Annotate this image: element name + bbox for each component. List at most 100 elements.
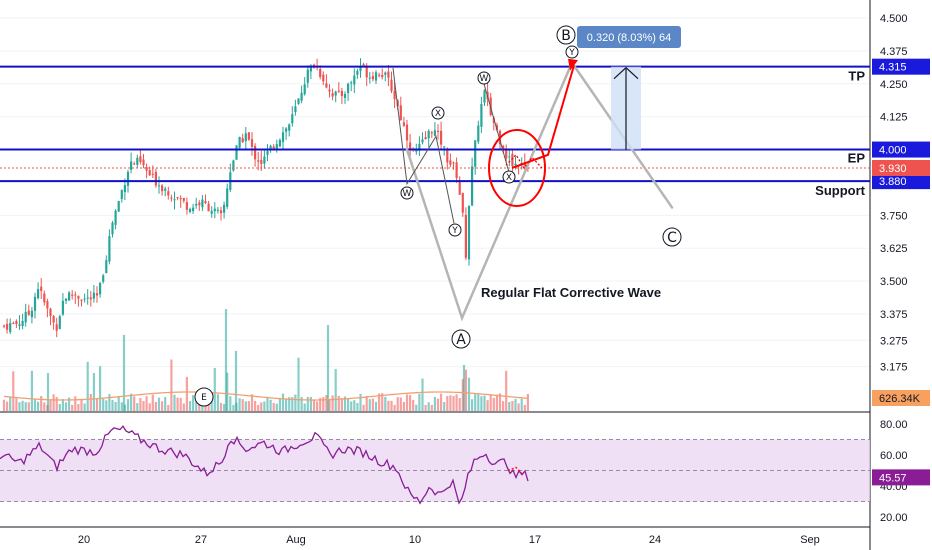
volume-bar <box>365 395 368 411</box>
candle-body <box>449 160 452 165</box>
volume-bar <box>278 397 281 411</box>
candle-body <box>204 201 207 204</box>
wave-label-a-circle <box>451 329 471 349</box>
wave-label-w1-circle <box>400 186 414 200</box>
wave-label-y2: Y <box>568 48 575 58</box>
volume-bar <box>114 401 117 411</box>
volume-bar <box>18 402 21 411</box>
wave-label-y1-circle <box>448 223 462 237</box>
candle-body <box>58 316 61 329</box>
volume-bar <box>505 370 508 411</box>
volume-bar <box>474 394 477 411</box>
candle-body <box>21 320 24 327</box>
volume-bar <box>464 369 467 411</box>
volume-bar <box>86 361 89 411</box>
volume-bar <box>148 403 151 411</box>
candle-body <box>102 275 105 282</box>
time-tick-label: 27 <box>195 534 207 546</box>
volume-bar <box>224 309 228 411</box>
candle-body <box>201 199 204 208</box>
candle-body <box>219 210 223 214</box>
candle-body <box>37 289 40 299</box>
volume-bar <box>201 402 204 411</box>
candle-body <box>511 153 514 167</box>
candle-body <box>130 161 133 170</box>
candle-body <box>303 84 306 95</box>
candle-body <box>235 145 238 160</box>
volume-bar <box>405 394 409 411</box>
volume-bar <box>241 399 244 411</box>
volume-bar <box>195 396 198 411</box>
candle-body <box>126 171 130 186</box>
level-label-support: Support <box>815 183 865 198</box>
volume-bar <box>334 368 337 411</box>
volume-bar <box>111 399 114 411</box>
rsi-tick-label: 60.00 <box>880 450 908 462</box>
volume-bar <box>71 404 74 411</box>
volume-bar <box>526 393 529 411</box>
rsi-forecast-dots <box>507 466 523 475</box>
candle-body <box>378 74 381 76</box>
measure-arrow-head <box>613 66 639 80</box>
candle-body <box>213 208 216 212</box>
volume-bar <box>52 394 55 411</box>
volume-bar <box>266 397 269 411</box>
candle-body <box>176 197 179 199</box>
volume-bar <box>250 394 254 411</box>
wave-label-x2: X <box>506 173 512 183</box>
time-tick-label: 10 <box>409 534 421 546</box>
volume-bar <box>362 404 365 411</box>
rsi-band <box>0 439 870 502</box>
candle-body <box>405 124 409 141</box>
volume-bar <box>486 400 489 411</box>
price-tag-support: 3.880 <box>879 176 907 188</box>
volume-bar <box>173 394 176 411</box>
price-tick-label: 3.625 <box>880 243 908 255</box>
volume-bar <box>316 401 319 411</box>
volume-bar <box>55 397 58 411</box>
volume-bar <box>238 398 241 411</box>
axes: 4.500 4.375 4.250 4.125 3.750 3.625 3.500 3.375… <box>78 13 930 546</box>
candle-body <box>325 83 328 88</box>
candle-body <box>77 296 80 299</box>
volume-bar <box>326 325 330 411</box>
volume-bar <box>133 396 136 411</box>
candle-body <box>30 310 33 318</box>
volume-bar <box>498 393 502 411</box>
volume-bar <box>269 399 272 411</box>
price-tag-last-bg <box>872 159 930 176</box>
candle-body <box>306 69 309 83</box>
volume-bar <box>462 365 466 411</box>
candle-body <box>365 65 368 78</box>
volume-bar <box>74 396 77 411</box>
candle-body <box>334 91 337 96</box>
candle-body <box>192 207 195 212</box>
volume-bar <box>27 402 30 411</box>
volume-bar <box>105 400 108 411</box>
price-tick-label: 3.500 <box>880 276 908 288</box>
price-tag-ep-bg <box>872 141 930 158</box>
volume-bar <box>223 403 226 411</box>
candle-body <box>337 90 340 92</box>
candle-body <box>250 139 254 147</box>
volume-bar <box>418 393 421 411</box>
candle-body <box>297 98 300 104</box>
volume-bar <box>21 400 24 411</box>
volume-bar <box>210 398 213 411</box>
volume-bar <box>443 402 446 411</box>
candle-body <box>446 148 449 163</box>
volume-bar <box>216 394 219 411</box>
volume-bar <box>371 398 374 411</box>
volume-bar <box>64 402 68 411</box>
volume-bar <box>30 370 33 411</box>
candle-body <box>61 300 64 315</box>
candle-body <box>92 292 95 299</box>
candles <box>2 58 529 338</box>
volume-bar <box>136 403 139 411</box>
candle-body <box>440 130 443 145</box>
candle-body <box>241 138 244 143</box>
rsi-tag-bg <box>872 469 930 486</box>
price-tag-support-bg <box>872 173 930 190</box>
